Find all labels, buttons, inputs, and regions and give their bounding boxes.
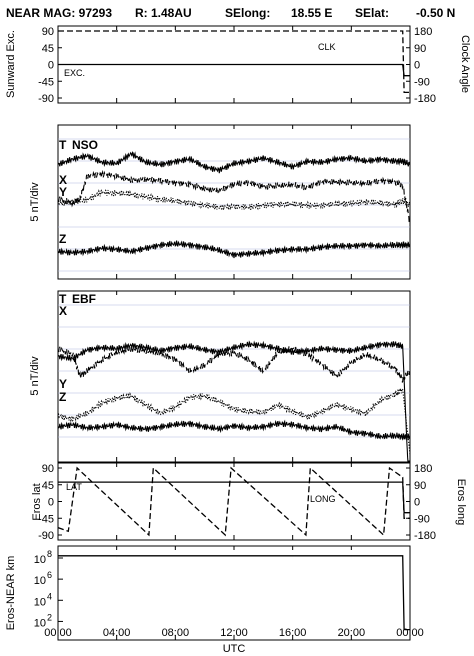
header-r: R: 1.48AU: [135, 6, 192, 20]
header-title: NEAR MAG: 97293: [6, 6, 112, 20]
log-tick-base: 10: [34, 617, 46, 629]
nso-series-layer: [57, 151, 411, 259]
log-tick-base: 10: [34, 554, 46, 566]
eros-lat-ylabel: Eros lat: [31, 483, 43, 520]
left-tick-label: 0: [48, 497, 54, 509]
series-label-exc: EXC.: [64, 68, 85, 78]
eros-dist-series-layer: [58, 555, 410, 631]
series-sunward-clock-exc: [58, 63, 410, 77]
ebf-ylabel: 5 nT/div: [29, 356, 41, 396]
log-tick-exponent: 6: [47, 570, 52, 580]
series-ebf-y: [57, 387, 411, 455]
series-eros-lat-long-lat: [58, 481, 410, 514]
x-tick-label: 00:00: [396, 627, 424, 639]
series-ebf-t: [57, 340, 410, 462]
left-tick-label: 90: [42, 26, 54, 38]
eros-long-ylabel: Eros long: [455, 479, 467, 525]
panel-ebf-frame: [57, 290, 411, 463]
ebf-label-y: Y: [59, 377, 67, 391]
right-tick-label: -90: [414, 513, 430, 525]
ebf-title: EBF: [72, 292, 96, 306]
eros-lat-ticks: 90 180 45 90 0 0 -45 -90 -90 -180: [38, 463, 436, 542]
clock-ylabel: Clock Angle: [459, 35, 471, 93]
series-nso-y: [57, 189, 411, 212]
right-tick-label: -180: [414, 93, 436, 105]
log-tick-base: 10: [34, 575, 46, 587]
panel-eros-lat-frame: [57, 462, 411, 541]
ebf-label-x: X: [59, 304, 67, 318]
left-tick-label: -90: [38, 530, 54, 542]
eros-lat-series-layer: [57, 466, 410, 537]
ebf-series-layer: [57, 340, 411, 462]
left-tick-label: -45: [38, 76, 54, 88]
header: NEAR MAG: 97293 R: 1.48AU SElong: 18.55 …: [6, 6, 455, 20]
nso-label-z: Z: [59, 232, 66, 246]
left-tick-label: 0: [48, 60, 54, 72]
x-tick-label: 16:00: [279, 627, 307, 639]
right-tick-label: 90: [414, 480, 426, 492]
header-selong-label: SElong:: [225, 6, 270, 20]
ebf-label-z: Z: [59, 390, 66, 404]
right-tick-label: 0: [414, 497, 420, 509]
log-tick-exponent: 8: [47, 549, 52, 559]
series-nso-z: [57, 240, 411, 259]
ebf-grid: [58, 304, 410, 438]
right-tick-label: 180: [414, 26, 432, 38]
log-tick-base: 10: [34, 596, 46, 608]
x-tick-label: 20:00: [338, 627, 366, 639]
x-tick-label: 12:00: [220, 627, 248, 639]
nso-ylabel: 5 nT/div: [29, 182, 41, 222]
log-tick-exponent: 4: [47, 591, 52, 601]
nso-label-t: T: [59, 138, 67, 152]
header-selat-value: -0.50 N: [416, 6, 455, 20]
series-eros-near-distance: [58, 555, 410, 631]
log-tick-exponent: 2: [47, 612, 52, 622]
right-tick-label: -90: [414, 76, 430, 88]
left-tick-label: 45: [42, 480, 54, 492]
series-eros-lat-long-long: [57, 466, 410, 537]
panel-eros-dist-frame: [57, 545, 411, 641]
left-tick-label: 90: [42, 463, 54, 475]
series-ebf-x: [57, 344, 411, 384]
header-selat-label: SElat:: [355, 6, 389, 20]
nso-label-y: Y: [59, 185, 67, 199]
left-tick-label: 45: [42, 43, 54, 55]
header-selong-value: 18.55 E: [291, 6, 332, 20]
eros-near-ylabel: Eros-NEAR km: [5, 556, 17, 631]
sunward-ticks: 90 180 45 90 0 0 -45 -90 -90 -180: [38, 26, 436, 105]
sunward-series-layer: [58, 30, 410, 94]
series-ebf-z: [57, 419, 411, 441]
nso-title: NSO: [72, 138, 98, 152]
left-tick-label: -90: [38, 93, 54, 105]
right-tick-label: -180: [414, 530, 436, 542]
sunward-ylabel: Sunward Exc.: [5, 30, 17, 98]
x-tick-label: 08:00: [162, 627, 190, 639]
series-label-long: LONG: [310, 494, 336, 504]
series-nso-t: [57, 151, 411, 174]
right-tick-label: 180: [414, 463, 432, 475]
right-tick-label: 0: [414, 60, 420, 72]
nso-label-x: X: [59, 173, 67, 187]
right-tick-label: 90: [414, 43, 426, 55]
x-axis-label: UTC: [223, 643, 246, 655]
x-tick-label: 00:00: [44, 627, 72, 639]
series-sunward-clock-clk: [58, 30, 410, 94]
left-tick-label: -45: [38, 513, 54, 525]
x-tick-label: 04:00: [103, 627, 131, 639]
series-nso-x: [57, 169, 411, 223]
series-label-lat: LAT: [66, 482, 82, 492]
ebf-label-t: T: [59, 292, 67, 306]
x-axis-ticks: 00:00 04:00 08:00 12:00 16:00 20:00 00:00: [44, 26, 424, 640]
series-label-clk: CLK: [318, 42, 336, 52]
